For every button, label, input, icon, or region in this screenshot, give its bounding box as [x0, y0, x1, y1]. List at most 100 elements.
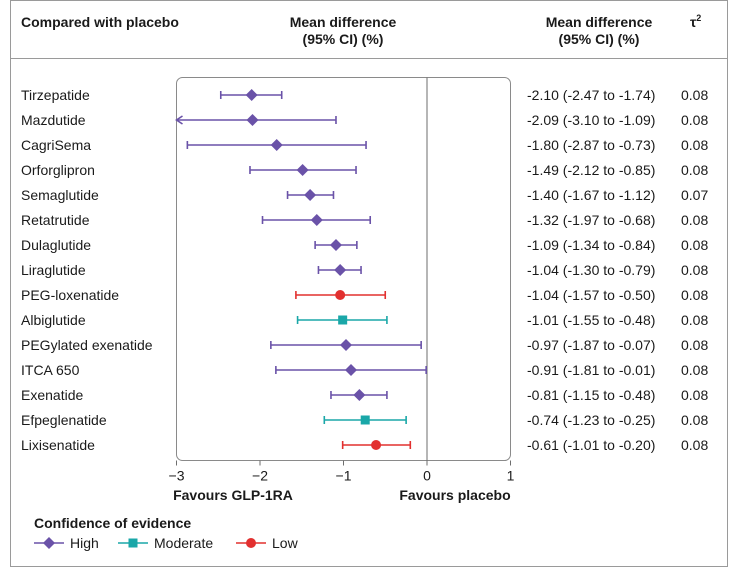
row-tau2: 0.08 [681, 287, 708, 303]
forest-row [186, 139, 367, 151]
row-label: Albiglutide [21, 312, 86, 328]
point-estimate-marker [338, 315, 348, 325]
row-label: Retatrutide [21, 212, 90, 228]
header-tau-superscript: 2 [696, 13, 701, 23]
row-label: Lixisenatide [21, 437, 95, 453]
axis-tick-label: −3 [169, 468, 185, 484]
point-estimate-marker [335, 290, 346, 300]
header-ci-line2: (95% CI) (%) [559, 31, 640, 47]
row-label: Tirzepatide [21, 87, 90, 103]
row-label: CagriSema [21, 137, 91, 153]
tau-column: 0.08 0.08 0.08 0.08 0.07 0.08 0.08 0.08 0.08 0.08… [681, 87, 708, 453]
point-estimate-marker [360, 415, 370, 425]
row-ci-text: -1.80 (-2.87 to -0.73) [527, 137, 655, 153]
axis-tick-label: −2 [252, 468, 268, 484]
forest-row [317, 264, 362, 276]
point-estimate-marker [334, 264, 347, 276]
forest-row [341, 440, 412, 450]
header-plot-line2: (95% CI) (%) [303, 31, 384, 47]
row-ci-text: -0.61 (-1.01 to -0.20) [527, 437, 655, 453]
legend-label: High [70, 535, 99, 551]
row-label: PEG-loxenatide [21, 287, 119, 303]
row-label: Mazdutide [21, 112, 86, 128]
point-estimate-marker [371, 440, 382, 450]
forest-row [314, 239, 358, 251]
row-label: ITCA 650 [21, 362, 80, 378]
row-label: Semaglutide [21, 187, 99, 203]
forest-row [330, 389, 388, 401]
legend-marker [128, 538, 138, 548]
legend-item: Low [236, 535, 299, 551]
row-ci-text: -0.74 (-1.23 to -0.25) [527, 412, 655, 428]
forest-row [323, 415, 407, 425]
row-ci-text: -2.09 (-3.10 to -1.09) [527, 112, 655, 128]
row-ci-text: -1.49 (-2.12 to -0.85) [527, 162, 655, 178]
point-estimate-marker [246, 114, 259, 126]
point-estimate-marker [296, 164, 309, 176]
row-tau2: 0.08 [681, 412, 708, 428]
point-estimate-marker [245, 89, 258, 101]
axis-label-left: Favours GLP-1RA [173, 487, 293, 503]
row-labels: Tirzepatide Mazdutide CagriSema Orforglipro… [21, 87, 153, 453]
forest-row [295, 290, 387, 300]
row-ci-text: -1.01 (-1.55 to -0.48) [527, 312, 655, 328]
x-axis: −3 −2 −1 0 1 [169, 460, 515, 484]
legend-label: Moderate [154, 535, 213, 551]
row-tau2: 0.07 [681, 187, 708, 203]
chart-marks [175, 89, 427, 450]
legend-marker [246, 538, 256, 548]
row-ci-text: -0.81 (-1.15 to -0.48) [527, 387, 655, 403]
point-estimate-marker [304, 189, 317, 201]
point-estimate-marker [310, 214, 323, 226]
axis-label-right: Favours placebo [399, 487, 510, 503]
legend: High Moderate Low [34, 535, 299, 551]
row-tau2: 0.08 [681, 87, 708, 103]
forest-row [286, 189, 335, 201]
header-plot-line1: Mean difference [290, 14, 397, 30]
forest-row [175, 114, 337, 126]
row-ci-text: -1.32 (-1.97 to -0.68) [527, 212, 655, 228]
row-tau2: 0.08 [681, 362, 708, 378]
forest-row [261, 214, 372, 226]
legend-title: Confidence of evidence [34, 515, 191, 531]
row-tau2: 0.08 [681, 162, 708, 178]
row-label: Liraglutide [21, 262, 86, 278]
ci-arrow-left [175, 115, 183, 125]
row-tau2: 0.08 [681, 337, 708, 353]
forest-row [296, 315, 388, 325]
row-ci-text: -1.04 (-1.30 to -0.79) [527, 262, 655, 278]
ci-text-column: -2.10 (-2.47 to -1.74) -2.09 (-3.10 to -1… [527, 87, 655, 453]
row-label: Dulaglutide [21, 237, 91, 253]
forest-row [249, 164, 357, 176]
row-tau2: 0.08 [681, 212, 708, 228]
row-label: PEGylated exenatide [21, 337, 153, 353]
point-estimate-marker [340, 339, 353, 351]
row-tau2: 0.08 [681, 137, 708, 153]
row-ci-text: -2.10 (-2.47 to -1.74) [527, 87, 655, 103]
row-label: Orforglipron [21, 162, 95, 178]
point-estimate-marker [353, 389, 366, 401]
legend-item: High [34, 535, 99, 551]
point-estimate-marker [329, 239, 342, 251]
point-estimate-marker [270, 139, 283, 151]
header-comparison-label: Compared with placebo [21, 14, 179, 30]
row-ci-text: -1.40 (-1.67 to -1.12) [527, 187, 655, 203]
row-ci-text: -1.04 (-1.57 to -0.50) [527, 287, 655, 303]
forest-row [270, 339, 422, 351]
legend-label: Low [272, 535, 299, 551]
row-label: Exenatide [21, 387, 83, 403]
axis-tick-label: −1 [336, 468, 352, 484]
row-tau2: 0.08 [681, 262, 708, 278]
row-ci-text: -0.97 (-1.87 to -0.07) [527, 337, 655, 353]
forest-row [275, 364, 427, 376]
header-ci-line1: Mean difference [546, 14, 653, 30]
row-tau2: 0.08 [681, 237, 708, 253]
forest-row [219, 89, 283, 101]
legend-item: Moderate [118, 535, 213, 551]
row-label: Efpeglenatide [21, 412, 107, 428]
header-tau: τ2 [690, 13, 701, 30]
row-tau2: 0.08 [681, 437, 708, 453]
row-ci-text: -1.09 (-1.34 to -0.84) [527, 237, 655, 253]
axis-tick-label: 0 [423, 468, 431, 484]
